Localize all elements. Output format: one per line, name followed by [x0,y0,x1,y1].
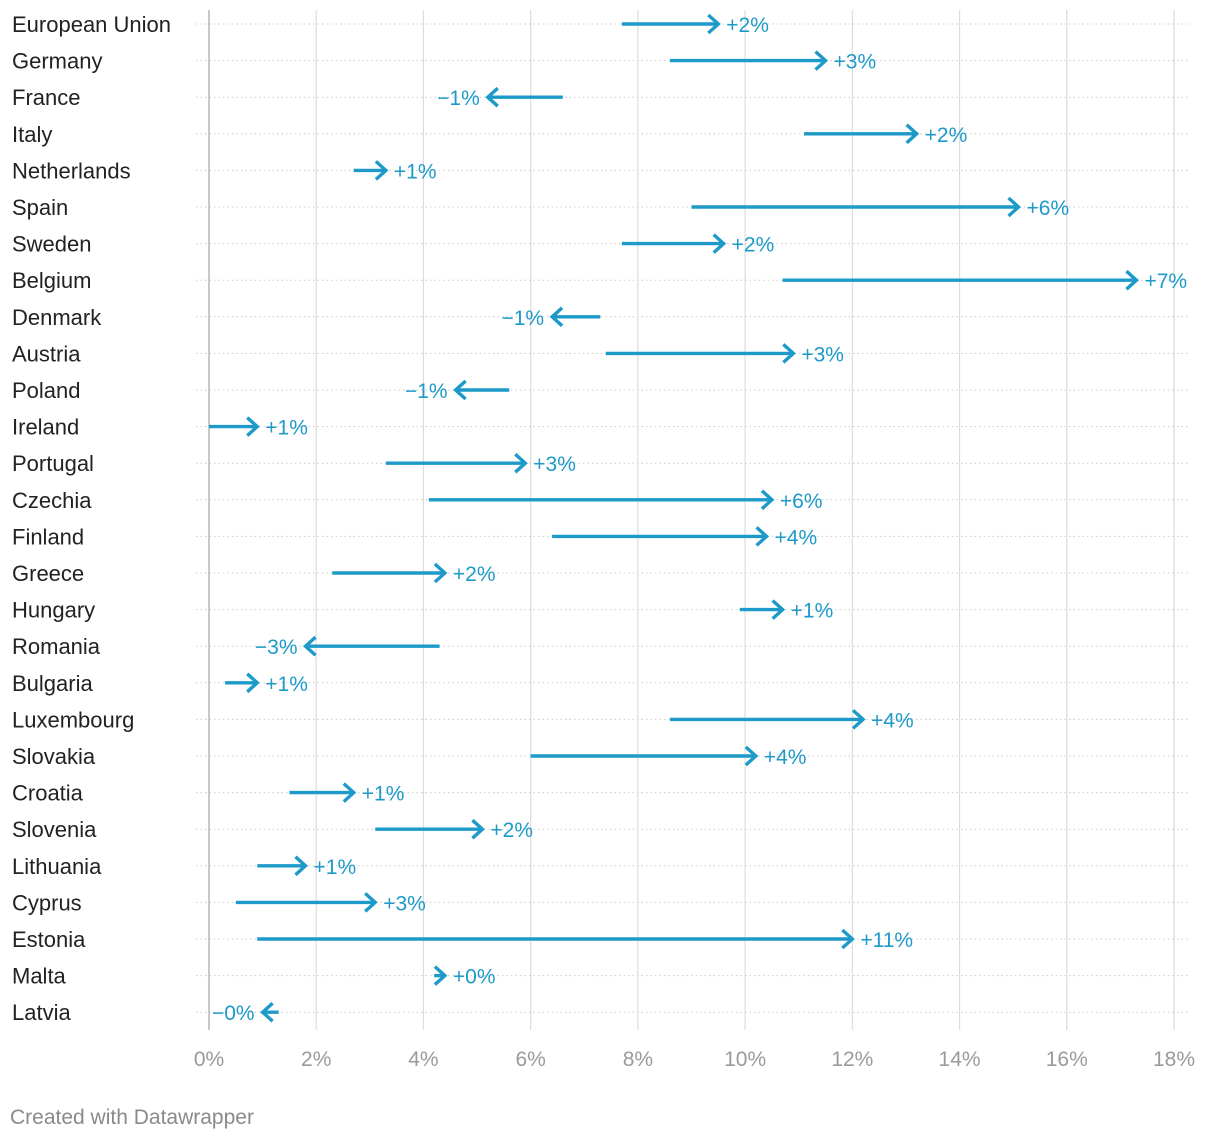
change-label: +3% [834,51,877,74]
arrow-head [433,965,448,986]
change-label: −0% [212,1002,255,1025]
change-label: +1% [265,417,308,440]
change-label: +1% [314,856,357,879]
change-label: +4% [764,746,807,769]
country-label: Ireland [12,415,79,440]
arrow-head [707,13,721,35]
arrow-chart: 0% 2% 4% 6% 8% 10% 12% 14% 16% 18% European Union +… [12,10,1195,1071]
arrow-head [771,599,786,620]
country-label: Netherlands [12,158,131,183]
country-label: Slovenia [12,817,97,842]
country-label: Hungary [12,598,95,623]
country-label: Latvia [12,1000,71,1025]
country-label: Slovakia [12,744,96,769]
arrow-head [814,50,829,71]
country-label: Italy [12,122,52,147]
arrow-head [302,635,317,657]
country-label: European Union [12,12,171,37]
change-label: +4% [871,709,914,732]
arrow-head [712,233,727,254]
x-tick-label: 18% [1153,1048,1195,1071]
arrow-head [260,1001,274,1023]
change-label: +2% [925,124,968,147]
arrow-head [433,562,448,584]
change-label: +3% [801,343,844,366]
country-label: Croatia [12,781,84,806]
x-tick-label: 8% [623,1048,653,1071]
country-label: Czechia [12,488,92,513]
change-label: +7% [1144,270,1187,293]
arrow-head [851,709,866,730]
x-tick-label: 10% [724,1048,766,1071]
country-label: Estonia [12,927,86,952]
change-label: −1% [501,307,544,330]
arrow-head [514,452,528,474]
country-label: Bulgaria [12,671,93,696]
arrow-head [471,818,485,840]
arrow-head [905,123,920,145]
arrow-head [294,855,309,877]
change-label: −1% [437,87,480,110]
x-tick-label: 0% [194,1048,224,1071]
x-tick-label: 2% [301,1048,331,1071]
arrow-head [342,782,357,803]
change-label: +11% [860,929,913,952]
country-label: Greece [12,561,84,586]
country-label: Belgium [12,268,91,293]
change-label: +4% [775,526,818,549]
arrow-head [841,928,855,950]
change-label: −1% [405,380,448,403]
arrow-head [782,343,796,364]
change-label: +2% [726,14,769,37]
x-tick-label: 6% [515,1048,545,1071]
country-label: Portugal [12,451,94,476]
arrow-head [1007,196,1022,218]
country-label: France [12,85,80,110]
x-tick-label: 14% [939,1048,981,1071]
change-label: +2% [732,234,775,257]
arrow-head [755,526,770,547]
country-label: Denmark [12,305,102,330]
change-label: +1% [394,160,437,183]
x-tick-label: 12% [831,1048,873,1071]
change-label: +3% [383,892,426,915]
change-label: +6% [1027,197,1070,220]
change-label: +1% [265,673,308,696]
country-label: Romania [12,634,101,659]
change-label: +6% [780,490,823,513]
arrow-head [246,672,260,694]
country-label: Poland [12,378,81,403]
arrow-head [364,892,378,913]
change-label: +0% [453,966,496,989]
change-label: −3% [255,636,298,659]
arrow-head [485,86,499,108]
arrow-head [453,379,467,401]
change-label: +1% [362,783,405,806]
change-label: +1% [791,600,834,623]
arrow-head [374,160,389,181]
change-label: +2% [453,563,496,586]
country-label: Austria [12,341,81,366]
x-tick-label: 4% [408,1048,438,1071]
arrow-head [246,416,260,437]
footer-credit: Created with Datawrapper [10,1106,254,1129]
country-label: Sweden [12,232,92,257]
country-label: Lithuania [12,854,102,879]
country-label: Cyprus [12,890,82,915]
change-label: +2% [490,819,533,842]
arrow-head [744,745,759,767]
country-label: Spain [12,195,68,220]
arrow-head [549,306,564,328]
country-label: Luxembourg [12,707,134,732]
arrow-head [760,489,775,511]
country-label: Germany [12,49,102,74]
x-tick-label: 16% [1046,1048,1088,1071]
country-label: Finland [12,524,84,549]
arrow-head [1125,269,1140,291]
change-label: +3% [533,453,576,476]
country-label: Malta [12,964,67,989]
